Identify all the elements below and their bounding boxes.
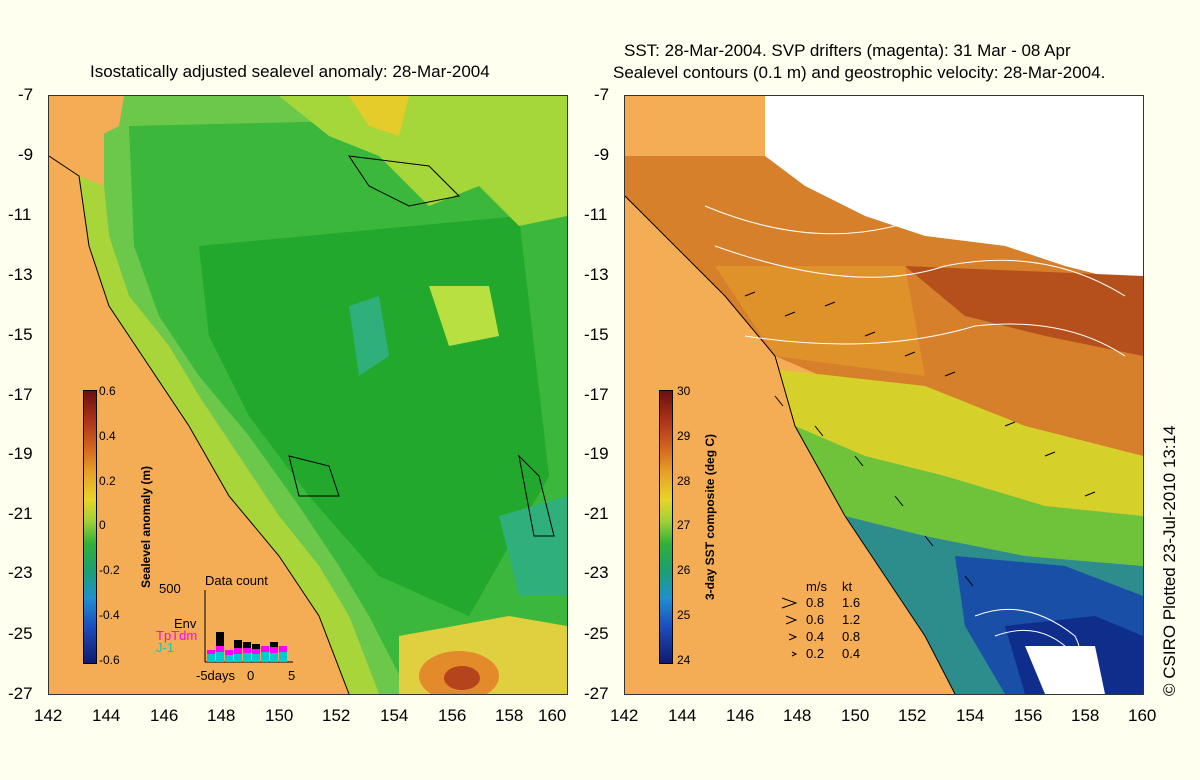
velocity-legend-header-ms: m/s bbox=[806, 579, 827, 594]
left-y-tick: -11 bbox=[8, 205, 32, 224]
left-y-tick: -27 bbox=[8, 684, 33, 703]
right-y-tick: -19 bbox=[584, 444, 609, 463]
right-x-tick: 156 bbox=[1014, 706, 1043, 725]
velocity-legend-ms: 0.8 bbox=[806, 595, 825, 610]
velocity-legend-ms: 0.4 bbox=[806, 629, 825, 644]
velocity-legend-ms: 0.6 bbox=[806, 612, 825, 627]
sealevel-colorbar-tick: 0.4 bbox=[99, 429, 116, 443]
left-y-tick: -13 bbox=[8, 265, 33, 284]
right-x-tick: 142 bbox=[610, 706, 639, 725]
sealevel-colorbar bbox=[83, 390, 97, 664]
velocity-arrows bbox=[744, 291, 1096, 587]
velocity-legend-kt: 0.8 bbox=[842, 629, 861, 644]
right-y-tick: -13 bbox=[584, 265, 609, 284]
data-count-ymax: 500 bbox=[159, 581, 181, 596]
right-x-tick: 158 bbox=[1071, 706, 1100, 725]
left-x-tick: 156 bbox=[438, 706, 467, 725]
sst-colorbar-tick: 30 bbox=[677, 384, 691, 398]
sealevel-anomaly-map bbox=[48, 95, 568, 695]
data-count-xtick: 0 bbox=[247, 668, 255, 683]
sst-colorbar bbox=[659, 390, 673, 664]
data-count-chart bbox=[204, 590, 293, 663]
left-x-tick: 158 bbox=[495, 706, 524, 725]
left-y-tick: -15 bbox=[8, 325, 33, 344]
left-y-tick: -23 bbox=[8, 563, 33, 582]
sst-colorbar-tick: 28 bbox=[677, 474, 691, 488]
sealevel-colorbar-tick: -0.6 bbox=[99, 653, 120, 667]
right-map-title-line2: Sealevel contours (0.1 m) and geostrophi… bbox=[613, 63, 1106, 82]
velocity-legend-arrows bbox=[781, 597, 798, 657]
data-count-series-j1: J-1 bbox=[156, 640, 175, 655]
sst-colorbar-tick: 27 bbox=[677, 518, 691, 532]
right-x-tick: 146 bbox=[726, 706, 755, 725]
right-x-tick: 150 bbox=[841, 706, 870, 725]
right-x-tick: 144 bbox=[668, 706, 697, 725]
right-y-tick: -23 bbox=[584, 563, 609, 582]
right-x-tick: 152 bbox=[898, 706, 927, 725]
right-y-tick: -27 bbox=[584, 684, 609, 703]
left-y-tick: -17 bbox=[8, 385, 33, 404]
left-x-tick: 148 bbox=[207, 706, 236, 725]
sst-colorbar-tick: 29 bbox=[677, 429, 691, 443]
data-count-xtick: -5days bbox=[196, 668, 236, 683]
sealevel-colorbar-tick: 0 bbox=[99, 518, 106, 532]
data-count-series-tptdm: TpTdm bbox=[156, 628, 198, 643]
sst-colorbar-tick: 24 bbox=[677, 653, 691, 667]
right-x-tick: 160 bbox=[1128, 706, 1157, 725]
right-y-tick: -7 bbox=[594, 85, 610, 104]
credit-text: © CSIRO Plotted 23-Jul-2010 13:14 bbox=[1160, 425, 1179, 696]
right-x-tick: 154 bbox=[956, 706, 985, 725]
sst-map bbox=[624, 95, 1144, 695]
velocity-legend-kt: 1.2 bbox=[842, 612, 861, 627]
right-map-title-line1: SST: 28-Mar-2004. SVP drifters (magenta)… bbox=[624, 41, 1071, 60]
data-count-inset: 500 Data count Env TpTdm J-1 -5days 0 5 bbox=[150, 572, 300, 692]
right-y-tick: -17 bbox=[584, 385, 609, 404]
left-x-tick: 144 bbox=[92, 706, 121, 725]
right-y-tick: -11 bbox=[584, 205, 608, 224]
right-x-tick: 148 bbox=[783, 706, 812, 725]
left-y-tick: -19 bbox=[8, 444, 33, 463]
data-count-xtick: 5 bbox=[288, 668, 296, 683]
sealevel-colorbar-tick: -0.2 bbox=[99, 563, 120, 577]
left-y-tick: -25 bbox=[8, 624, 33, 643]
left-x-tick: 160 bbox=[538, 706, 567, 725]
left-y-tick: -7 bbox=[18, 85, 34, 104]
right-y-tick: -21 bbox=[584, 504, 609, 523]
sealevel-map-svg bbox=[49, 96, 567, 694]
sst-colorbar-tick: 25 bbox=[677, 608, 691, 622]
sst-colorbar-label: 3-day SST composite (deg C) bbox=[703, 433, 717, 600]
left-x-tick: 152 bbox=[322, 706, 351, 725]
sealevel-colorbar-tick: -0.4 bbox=[99, 608, 120, 622]
right-y-tick: -25 bbox=[584, 624, 609, 643]
data-count-title: Data count bbox=[205, 573, 268, 588]
right-y-tick: -9 bbox=[594, 145, 610, 164]
left-x-tick: 154 bbox=[380, 706, 409, 725]
velocity-legend-header-kt: kt bbox=[842, 579, 853, 594]
velocity-legend-ms: 0.2 bbox=[806, 646, 825, 661]
left-x-tick: 146 bbox=[150, 706, 179, 725]
left-x-tick: 142 bbox=[34, 706, 63, 725]
left-y-tick: -9 bbox=[18, 145, 34, 164]
left-map-title: Isostatically adjusted sealevel anomaly:… bbox=[90, 62, 490, 81]
sealevel-colorbar-tick: 0.2 bbox=[99, 474, 116, 488]
velocity-legend-kt: 1.6 bbox=[842, 595, 861, 610]
sealevel-colorbar-label: Sealevel anomaly (m) bbox=[139, 465, 153, 588]
velocity-legend-kt: 0.4 bbox=[842, 646, 861, 661]
sst-colorbar-tick: 26 bbox=[677, 563, 691, 577]
velocity-legend: m/s kt 0.8 1.6 0.6 1.2 0.4 0.8 0.2 0.4 bbox=[780, 578, 900, 668]
data-count-series-env: Env bbox=[174, 616, 197, 631]
sealevel-colorbar-tick: 0.6 bbox=[99, 384, 116, 398]
right-y-tick: -15 bbox=[584, 325, 609, 344]
left-y-tick: -21 bbox=[8, 504, 33, 523]
left-x-tick: 150 bbox=[265, 706, 294, 725]
sst-map-svg bbox=[625, 96, 1143, 694]
